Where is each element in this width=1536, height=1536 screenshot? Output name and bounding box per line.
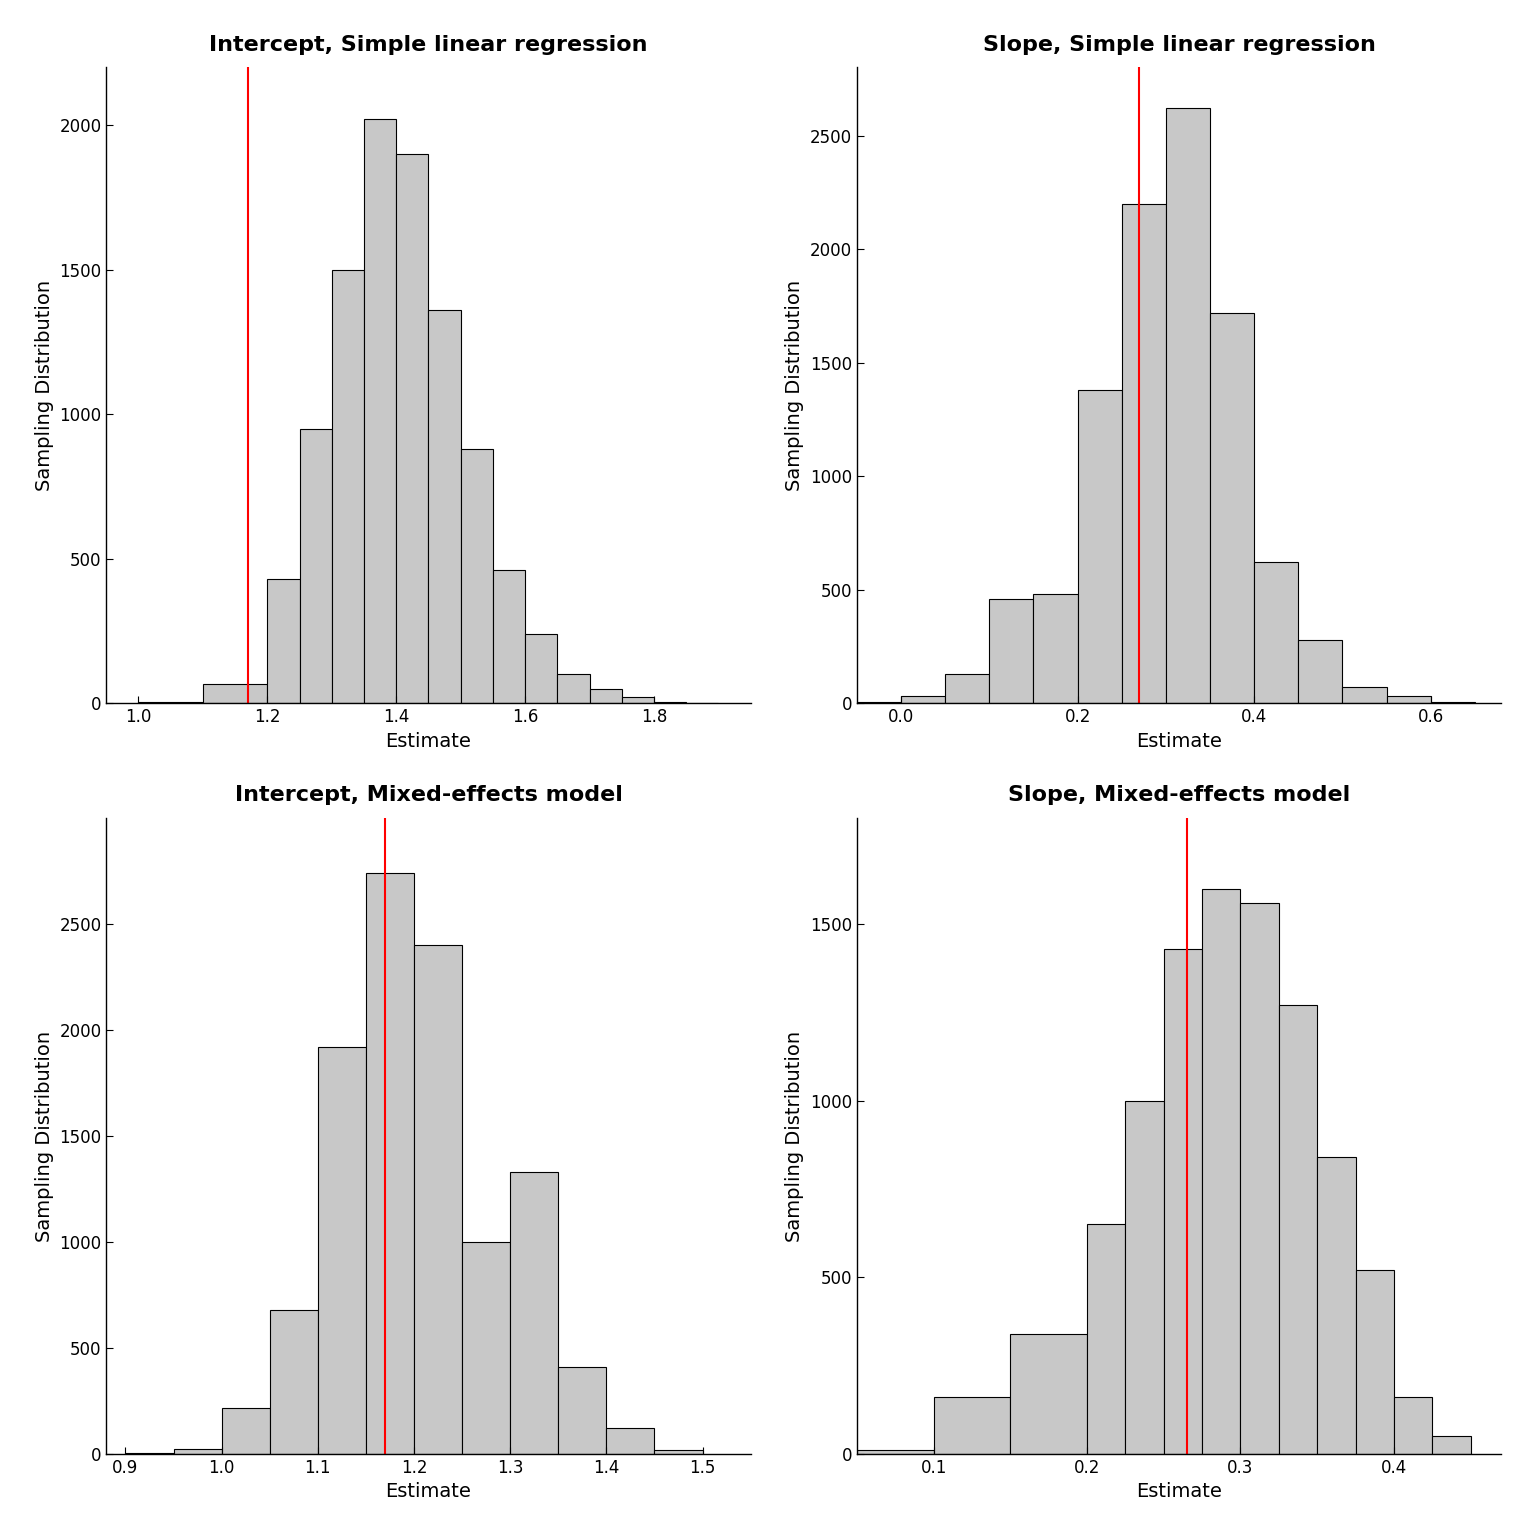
Bar [1432, 1436, 1470, 1455]
Bar [1356, 1270, 1393, 1455]
Bar [270, 1310, 318, 1455]
Bar [902, 696, 945, 703]
Bar [934, 1398, 1011, 1455]
Bar [1087, 1224, 1126, 1455]
Bar [461, 449, 493, 703]
Bar [462, 1243, 510, 1455]
Title: Intercept, Simple linear regression: Intercept, Simple linear regression [209, 35, 648, 55]
Bar [945, 674, 989, 703]
Bar [622, 697, 654, 703]
Bar [1387, 696, 1430, 703]
X-axis label: Estimate: Estimate [1137, 731, 1223, 751]
Bar [1126, 1101, 1164, 1455]
Bar [1241, 903, 1279, 1455]
Bar [318, 1048, 366, 1455]
Bar [396, 154, 429, 703]
Y-axis label: Sampling Distribution: Sampling Distribution [785, 1031, 805, 1241]
Bar [989, 599, 1034, 703]
Bar [174, 1448, 221, 1455]
Title: Slope, Simple linear regression: Slope, Simple linear regression [983, 35, 1376, 55]
Bar [429, 310, 461, 703]
Bar [1078, 390, 1121, 703]
Title: Slope, Mixed-effects model: Slope, Mixed-effects model [1008, 785, 1350, 805]
Bar [1034, 594, 1078, 703]
X-axis label: Estimate: Estimate [1137, 1482, 1223, 1501]
Bar [590, 688, 622, 703]
Bar [267, 579, 300, 703]
Bar [1318, 1157, 1356, 1455]
Bar [1393, 1398, 1432, 1455]
Bar [558, 1367, 607, 1455]
Bar [654, 1450, 702, 1455]
Bar [525, 634, 558, 703]
Bar [558, 674, 590, 703]
Bar [1011, 1333, 1087, 1455]
Bar [203, 685, 267, 703]
Y-axis label: Sampling Distribution: Sampling Distribution [35, 280, 54, 492]
Bar [1279, 1005, 1318, 1455]
X-axis label: Estimate: Estimate [386, 731, 472, 751]
Bar [1342, 687, 1387, 703]
Bar [493, 570, 525, 703]
Bar [1210, 313, 1253, 703]
Bar [857, 1450, 934, 1455]
Bar [1203, 889, 1241, 1455]
Title: Intercept, Mixed-effects model: Intercept, Mixed-effects model [235, 785, 622, 805]
X-axis label: Estimate: Estimate [386, 1482, 472, 1501]
Bar [607, 1428, 654, 1455]
Bar [364, 120, 396, 703]
Bar [1121, 204, 1166, 703]
Y-axis label: Sampling Distribution: Sampling Distribution [35, 1031, 54, 1241]
Bar [300, 429, 332, 703]
Bar [1298, 639, 1342, 703]
Y-axis label: Sampling Distribution: Sampling Distribution [785, 280, 805, 492]
Bar [1166, 108, 1210, 703]
Bar [221, 1409, 270, 1455]
Bar [415, 945, 462, 1455]
Bar [332, 270, 364, 703]
Bar [1253, 562, 1298, 703]
Bar [510, 1172, 558, 1455]
Bar [1164, 949, 1203, 1455]
Bar [366, 872, 415, 1455]
